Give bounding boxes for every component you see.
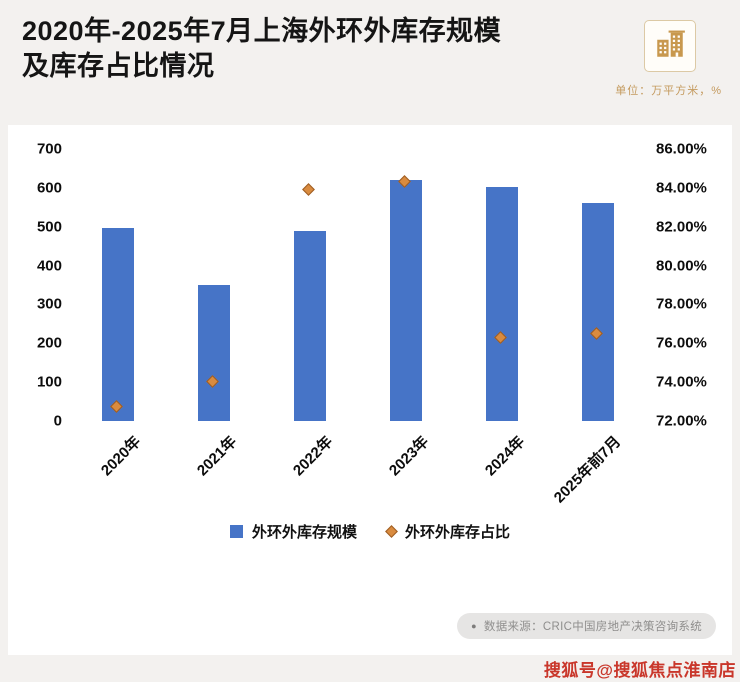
chart-row: 700 600 500 400 300 200 100 0 2020年 2021年 2022年 20… [8, 125, 732, 507]
y-tick-label: 72.00% [656, 412, 707, 430]
legend-item-inventory-ratio: 外环外库存占比 [385, 521, 511, 542]
legend-label: 外环外库存占比 [405, 524, 511, 541]
plot-area: 2020年 2021年 2022年 2023年 2024年 2025年前7月 [70, 149, 646, 506]
x-tick-label: 2022年 [289, 433, 337, 480]
x-tick-label: 2025年前7月 [550, 433, 625, 507]
y-axis-right: 86.00% 84.00% 82.00% 80.00% 78.00% 76.00% 74.0… [646, 141, 732, 430]
y-tick-label: 200 [36, 334, 62, 352]
y-tick-label: 78.00% [656, 295, 707, 313]
page-title-line1: 2020年-2025年7月上海外环外库存规模 [22, 16, 502, 46]
y-tick-label: 600 [36, 179, 62, 197]
page-title: 2020年-2025年7月上海外环外库存规模 及库存占比情况 [22, 14, 501, 84]
chart-card: 700 600 500 400 300 200 100 0 2020年 2021年 2022年 20… [8, 125, 732, 655]
inventory-bar [390, 180, 422, 421]
y-tick-label: 74.00% [656, 373, 707, 391]
y-tick-label: 300 [36, 295, 62, 313]
chart-legend: 外环外库存规模 外环外库存占比 [8, 521, 732, 542]
page-title-line2: 及库存占比情况 [22, 51, 215, 82]
y-tick-label: 82.00% [656, 218, 707, 236]
y-tick-label: 700 [36, 140, 62, 158]
y-tick-label: 76.00% [656, 334, 707, 352]
x-tick-label: 2024年 [481, 433, 529, 480]
inventory-bar [582, 203, 614, 421]
y-tick-label: 84.00% [656, 179, 707, 197]
data-source-badge: ● 数据来源：CRIC中国房地产决策咨询系统 [457, 613, 716, 639]
legend-square-marker-icon [229, 525, 243, 538]
inventory-bar [294, 231, 326, 421]
x-tick-label: 2020年 [97, 433, 145, 480]
ratio-point [302, 182, 315, 196]
y-tick-label: 80.00% [656, 257, 707, 275]
inventory-bar [102, 227, 134, 421]
legend-diamond-marker-icon [385, 525, 398, 538]
legend-item-inventory-scale: 外环外库存规模 [229, 521, 357, 542]
unit-note: 单位：万平方米，% [615, 85, 722, 97]
x-tick-label: 2023年 [385, 433, 433, 480]
logo-box [644, 20, 696, 72]
y-tick-label: 86.00% [656, 140, 707, 158]
x-tick-label: 2021年 [193, 433, 241, 480]
data-source-text: 数据来源：CRIC中国房地产决策咨询系统 [483, 621, 702, 633]
dot-icon: ● [471, 621, 477, 631]
y-axis-left: 700 600 500 400 300 200 100 0 [8, 141, 70, 430]
legend-label: 外环外库存规模 [251, 524, 357, 541]
y-tick-label: 400 [36, 257, 62, 275]
y-tick-label: 100 [36, 373, 62, 391]
header: 2020年-2025年7月上海外环外库存规模 及库存占比情况 [0, 0, 740, 125]
building-icon [653, 27, 687, 66]
inventory-bar [198, 285, 230, 421]
y-tick-label: 0 [53, 412, 62, 430]
inventory-bar [486, 186, 518, 421]
y-tick-label: 500 [36, 218, 62, 236]
footer-watermark: 搜狐号@搜狐焦点淮南店 [543, 661, 736, 680]
